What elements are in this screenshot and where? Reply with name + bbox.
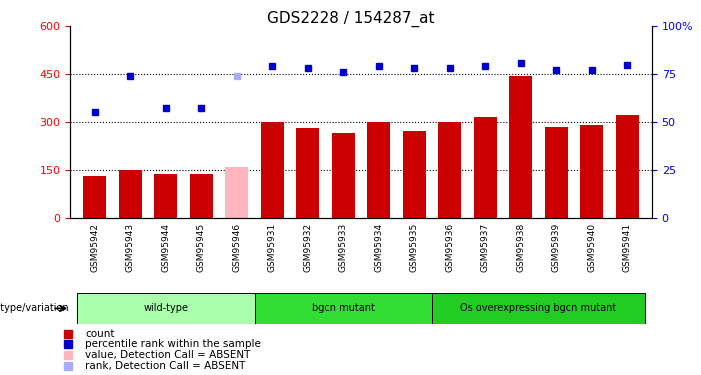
Bar [154, 174, 177, 217]
Bar [83, 176, 107, 218]
Text: GSM95938: GSM95938 [516, 223, 525, 272]
Text: GSM95940: GSM95940 [587, 223, 596, 272]
Text: percentile rank within the sample: percentile rank within the sample [86, 339, 261, 349]
Text: GSM95932: GSM95932 [304, 223, 313, 272]
Text: Os overexpressing bgcn mutant: Os overexpressing bgcn mutant [461, 303, 616, 313]
Text: GSM95936: GSM95936 [445, 223, 454, 272]
Text: GSM95931: GSM95931 [268, 223, 277, 272]
Text: GDS2228 / 154287_at: GDS2228 / 154287_at [267, 11, 434, 27]
Text: GSM95945: GSM95945 [197, 223, 206, 272]
Text: GSM95933: GSM95933 [339, 223, 348, 272]
Text: bgcn mutant: bgcn mutant [312, 303, 375, 313]
Bar [615, 116, 639, 218]
Text: GSM95941: GSM95941 [622, 223, 632, 272]
Bar [580, 125, 603, 218]
Text: GSM95935: GSM95935 [409, 223, 418, 272]
Bar [332, 133, 355, 218]
Bar [77, 292, 254, 324]
Text: genotype/variation: genotype/variation [0, 303, 69, 313]
Bar [119, 170, 142, 217]
Bar [367, 122, 390, 218]
Bar [297, 128, 320, 217]
Text: count: count [86, 328, 115, 339]
Bar [438, 122, 461, 218]
Text: wild-type: wild-type [144, 303, 189, 313]
Bar [474, 117, 497, 218]
Text: GSM95946: GSM95946 [232, 223, 241, 272]
Text: GSM95934: GSM95934 [374, 223, 383, 272]
Bar [225, 166, 248, 218]
Text: GSM95944: GSM95944 [161, 223, 170, 272]
Bar [509, 76, 532, 217]
Bar [254, 292, 432, 324]
Bar [545, 127, 568, 218]
Bar [432, 292, 645, 324]
Text: GSM95943: GSM95943 [126, 223, 135, 272]
Bar [190, 174, 213, 217]
Text: GSM95939: GSM95939 [552, 223, 561, 272]
Bar [402, 132, 426, 218]
Text: GSM95942: GSM95942 [90, 223, 100, 272]
Text: value, Detection Call = ABSENT: value, Detection Call = ABSENT [86, 350, 250, 360]
Bar [261, 122, 284, 218]
Text: rank, Detection Call = ABSENT: rank, Detection Call = ABSENT [86, 361, 245, 371]
Text: GSM95937: GSM95937 [481, 223, 490, 272]
